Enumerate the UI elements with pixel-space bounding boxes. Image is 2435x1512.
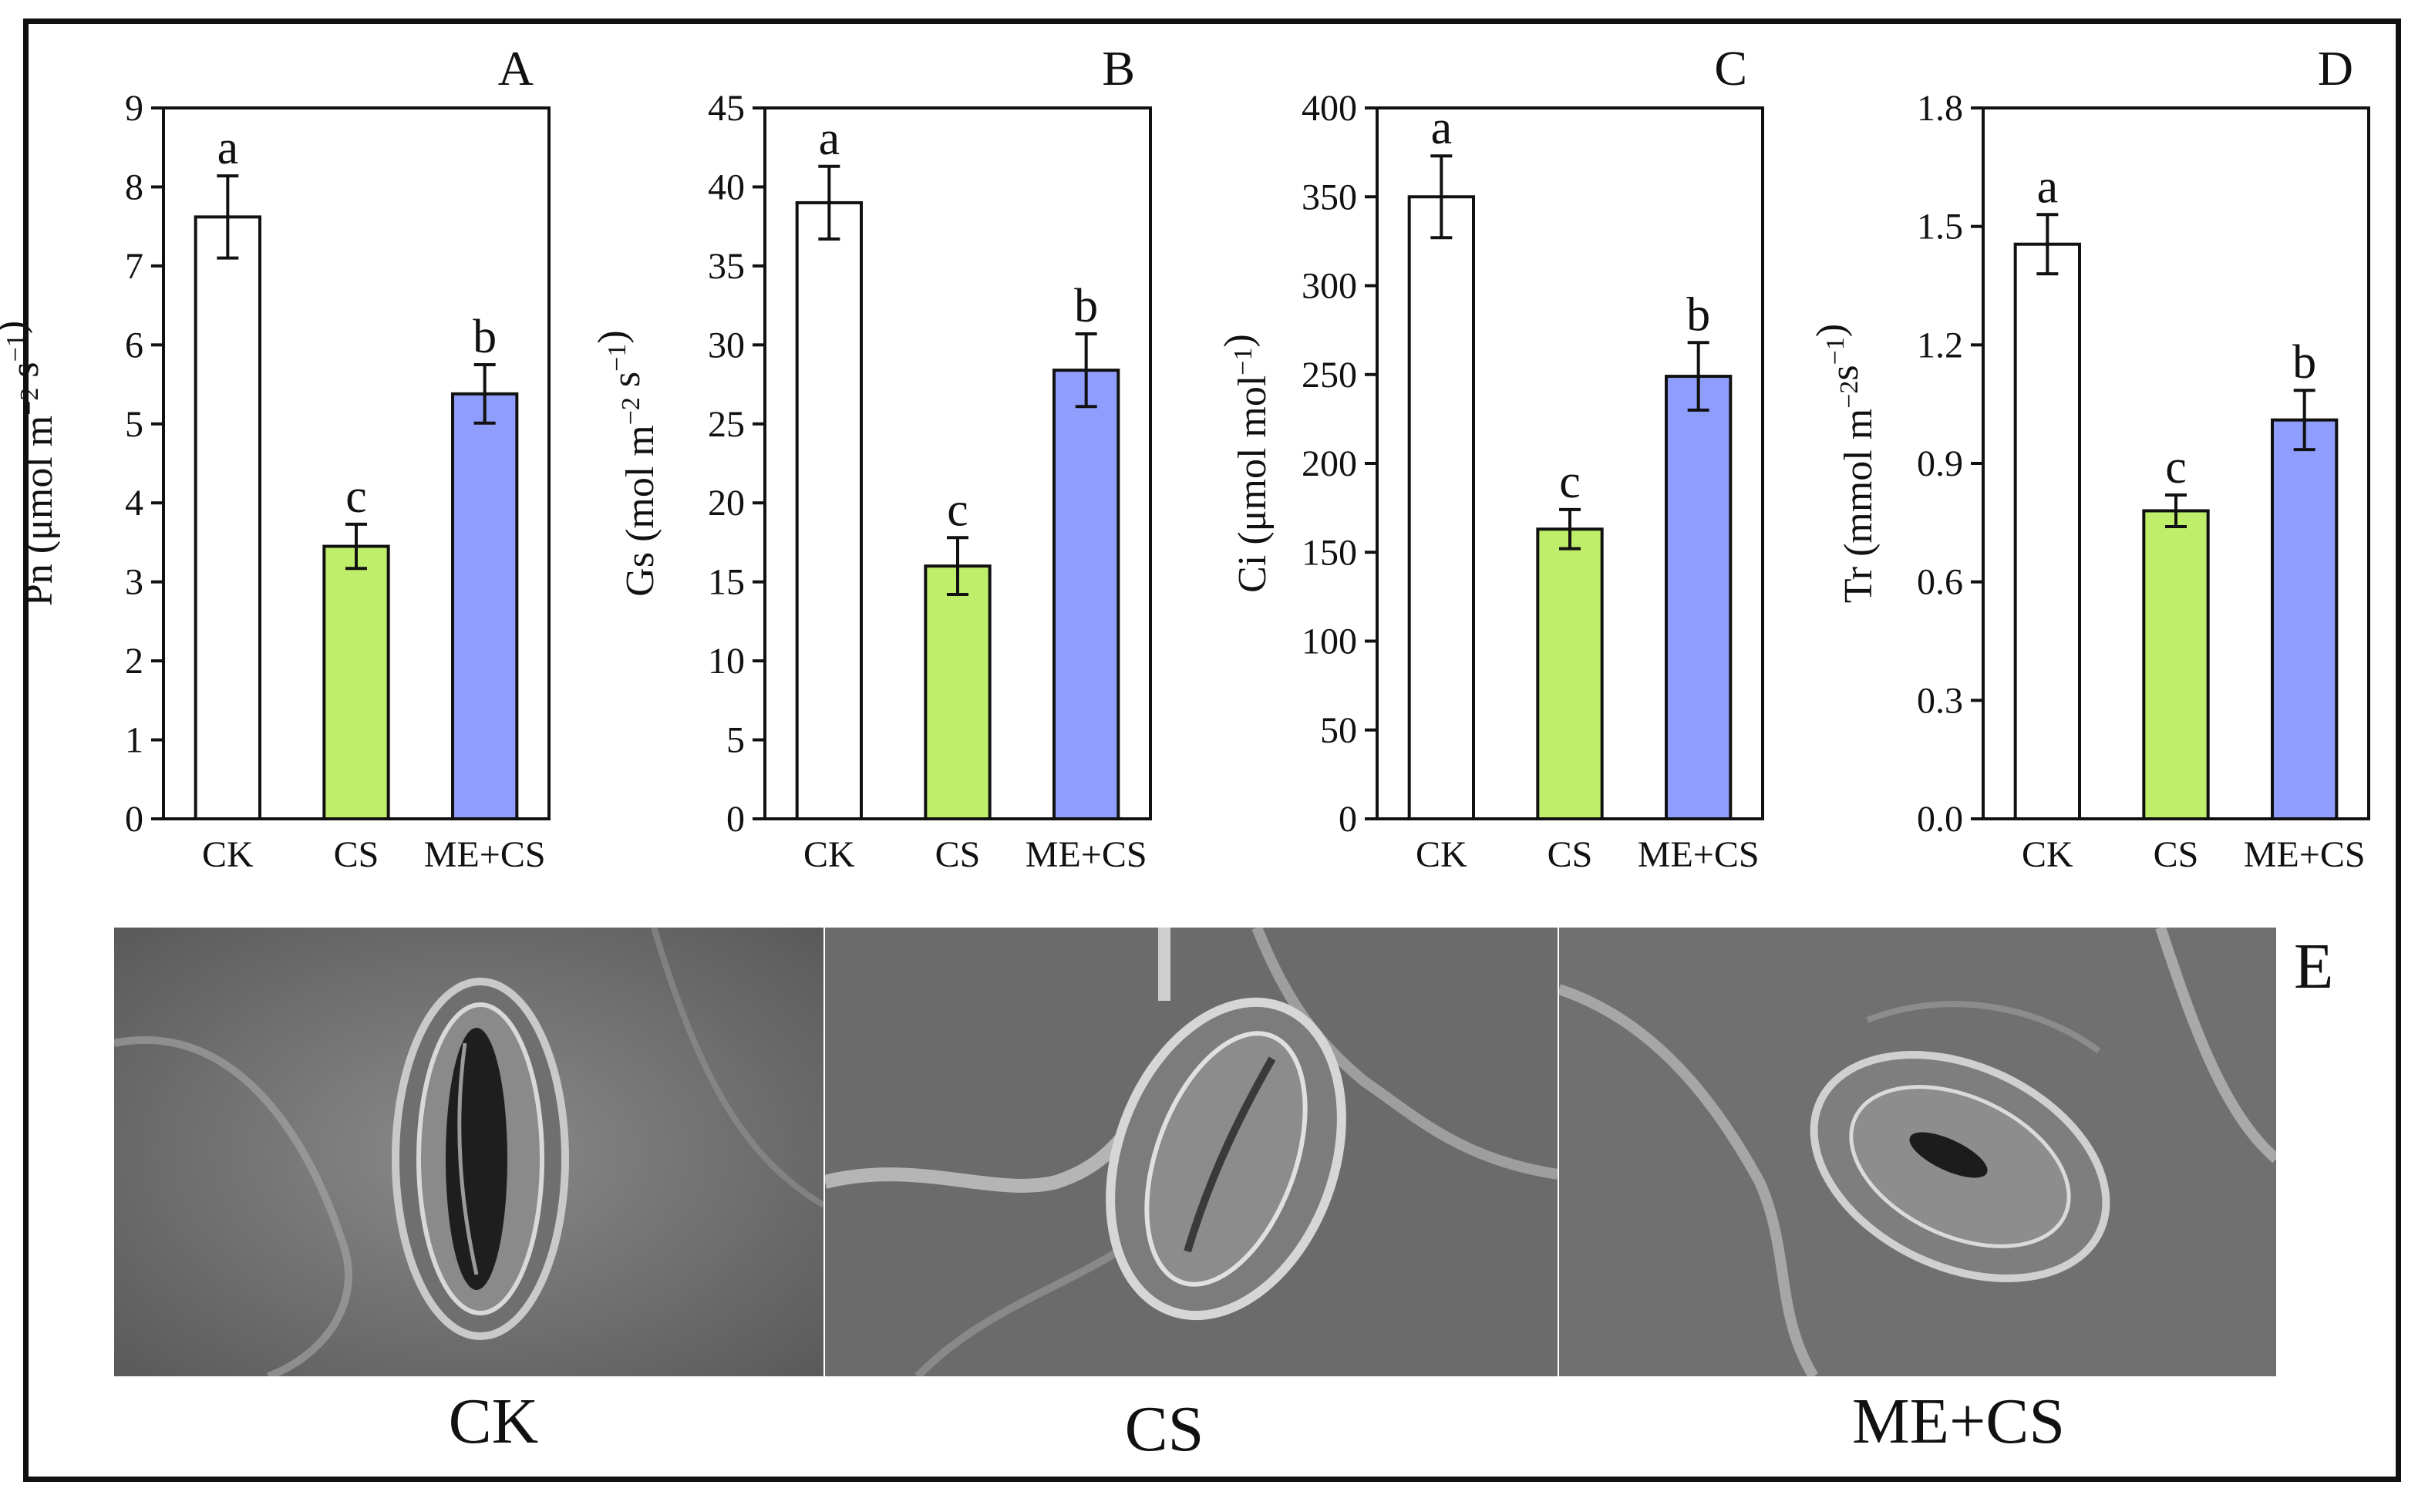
significance-letter-d: c — [2165, 441, 2187, 493]
bar-a-me-cs — [451, 392, 519, 820]
y-tick-label-c: 350 — [1302, 177, 1357, 217]
significance-letter-d: b — [2292, 336, 2316, 389]
bar-b-me-cs — [1052, 369, 1120, 821]
sem-image-ck — [114, 928, 823, 1376]
y-tick-label-b: 35 — [708, 246, 745, 287]
bar-b-cs — [924, 564, 992, 821]
y-tick-label-c: 0 — [1339, 799, 1357, 840]
significance-letter-b: a — [819, 113, 840, 165]
sem-stoma-closed-icon — [825, 928, 1558, 1376]
panel-letter-c: C — [1714, 41, 1747, 96]
panel-letter-a: A — [498, 41, 534, 96]
y-tick-label-d: 0.0 — [1917, 799, 1963, 840]
sem-label-cs: CS — [1124, 1393, 1204, 1465]
y-tick-label-d: 0.3 — [1917, 680, 1963, 721]
y-tick-label-a: 4 — [125, 483, 143, 524]
sem-stoma-partly-open-icon — [1559, 928, 2276, 1376]
significance-letter-c: c — [1559, 456, 1581, 508]
panel-letter-d: D — [2318, 41, 2353, 96]
y-tick-label-c: 150 — [1302, 532, 1357, 573]
x-tick-label-a: CS — [334, 834, 379, 875]
significance-letter-a: a — [217, 122, 239, 174]
y-axis-label-d: Tr (mmol m−2s−1) — [1809, 324, 1881, 603]
bar-d-me-cs — [2271, 418, 2339, 820]
y-tick-label-b: 45 — [708, 88, 745, 129]
significance-letter-a: c — [345, 470, 367, 523]
y-tick-label-c: 300 — [1302, 266, 1357, 307]
y-tick-label-c: 200 — [1302, 443, 1357, 484]
x-tick-label-b: CK — [803, 834, 855, 875]
bar-d-cs — [2142, 509, 2210, 820]
x-tick-label-c: CK — [1416, 834, 1467, 875]
x-tick-label-b: CS — [935, 834, 981, 875]
y-tick-label-a: 1 — [125, 720, 143, 761]
sem-label-ck: CK — [448, 1386, 539, 1457]
y-tick-label-a: 6 — [125, 325, 143, 365]
y-tick-label-b: 30 — [708, 325, 745, 365]
y-tick-label-b: 15 — [708, 562, 745, 603]
sem-image-cs — [825, 928, 1558, 1376]
x-tick-label-c: CS — [1548, 834, 1593, 875]
y-tick-label-b: 10 — [708, 641, 745, 682]
y-tick-label-d: 1.8 — [1917, 88, 1963, 129]
x-tick-label-a: ME+CS — [424, 834, 546, 875]
bar-d-ck — [2013, 242, 2082, 820]
y-tick-label-b: 20 — [708, 483, 745, 524]
y-tick-label-c: 100 — [1302, 621, 1357, 662]
y-tick-label-a: 0 — [125, 799, 143, 840]
significance-letter-b: b — [1074, 280, 1098, 332]
bar-b-ck — [795, 200, 863, 820]
x-tick-label-d: CS — [2154, 834, 2199, 875]
y-tick-label-a: 2 — [125, 641, 143, 682]
significance-letter-d: a — [2037, 160, 2059, 213]
y-tick-label-c: 250 — [1302, 355, 1357, 396]
y-axis-label-b: Gs (mol m−2 s−1) — [591, 330, 662, 596]
y-tick-label-d: 1.2 — [1917, 325, 1963, 365]
bar-c-me-cs — [1665, 375, 1733, 820]
y-tick-label-b: 0 — [726, 799, 745, 840]
y-tick-label-a: 3 — [125, 562, 143, 603]
bar-c-cs — [1536, 527, 1604, 820]
y-tick-label-c: 50 — [1320, 710, 1357, 751]
bar-a-cs — [322, 544, 390, 820]
y-tick-label-a: 7 — [125, 246, 143, 287]
y-tick-label-d: 0.6 — [1917, 562, 1963, 603]
bar-a-ck — [194, 215, 262, 820]
figure-frame — [23, 19, 2401, 1482]
x-tick-label-c: ME+CS — [1638, 834, 1760, 875]
sem-image-me-cs — [1559, 928, 2276, 1376]
x-tick-label-d: CK — [2022, 834, 2073, 875]
y-tick-label-a: 9 — [125, 88, 143, 129]
y-axis-label-a: Pn (μmol m−2 s−1) — [0, 321, 61, 606]
y-tick-label-d: 0.9 — [1917, 443, 1963, 484]
y-tick-label-d: 1.5 — [1917, 207, 1963, 248]
sem-stoma-open-icon — [114, 928, 823, 1376]
x-tick-label-d: ME+CS — [2244, 834, 2366, 875]
y-tick-label-b: 25 — [708, 404, 745, 445]
y-tick-label-c: 400 — [1302, 88, 1357, 129]
y-tick-label-a: 8 — [125, 167, 143, 207]
significance-letter-c: a — [1431, 102, 1453, 154]
significance-letter-c: b — [1686, 288, 1710, 341]
panel-letter-e: E — [2294, 931, 2334, 1002]
y-tick-label-a: 5 — [125, 404, 143, 445]
panel-letter-b: B — [1102, 41, 1135, 96]
sem-label-me-cs: ME+CS — [1851, 1386, 2066, 1457]
bar-c-ck — [1407, 195, 1475, 820]
y-tick-label-b: 5 — [726, 720, 745, 761]
significance-letter-a: b — [473, 311, 497, 363]
y-tick-label-b: 40 — [708, 167, 745, 207]
significance-letter-b: c — [947, 483, 968, 536]
y-axis-label-c: Ci (μmol mol−1) — [1217, 334, 1275, 593]
x-tick-label-b: ME+CS — [1026, 834, 1147, 875]
x-tick-label-a: CK — [202, 834, 254, 875]
